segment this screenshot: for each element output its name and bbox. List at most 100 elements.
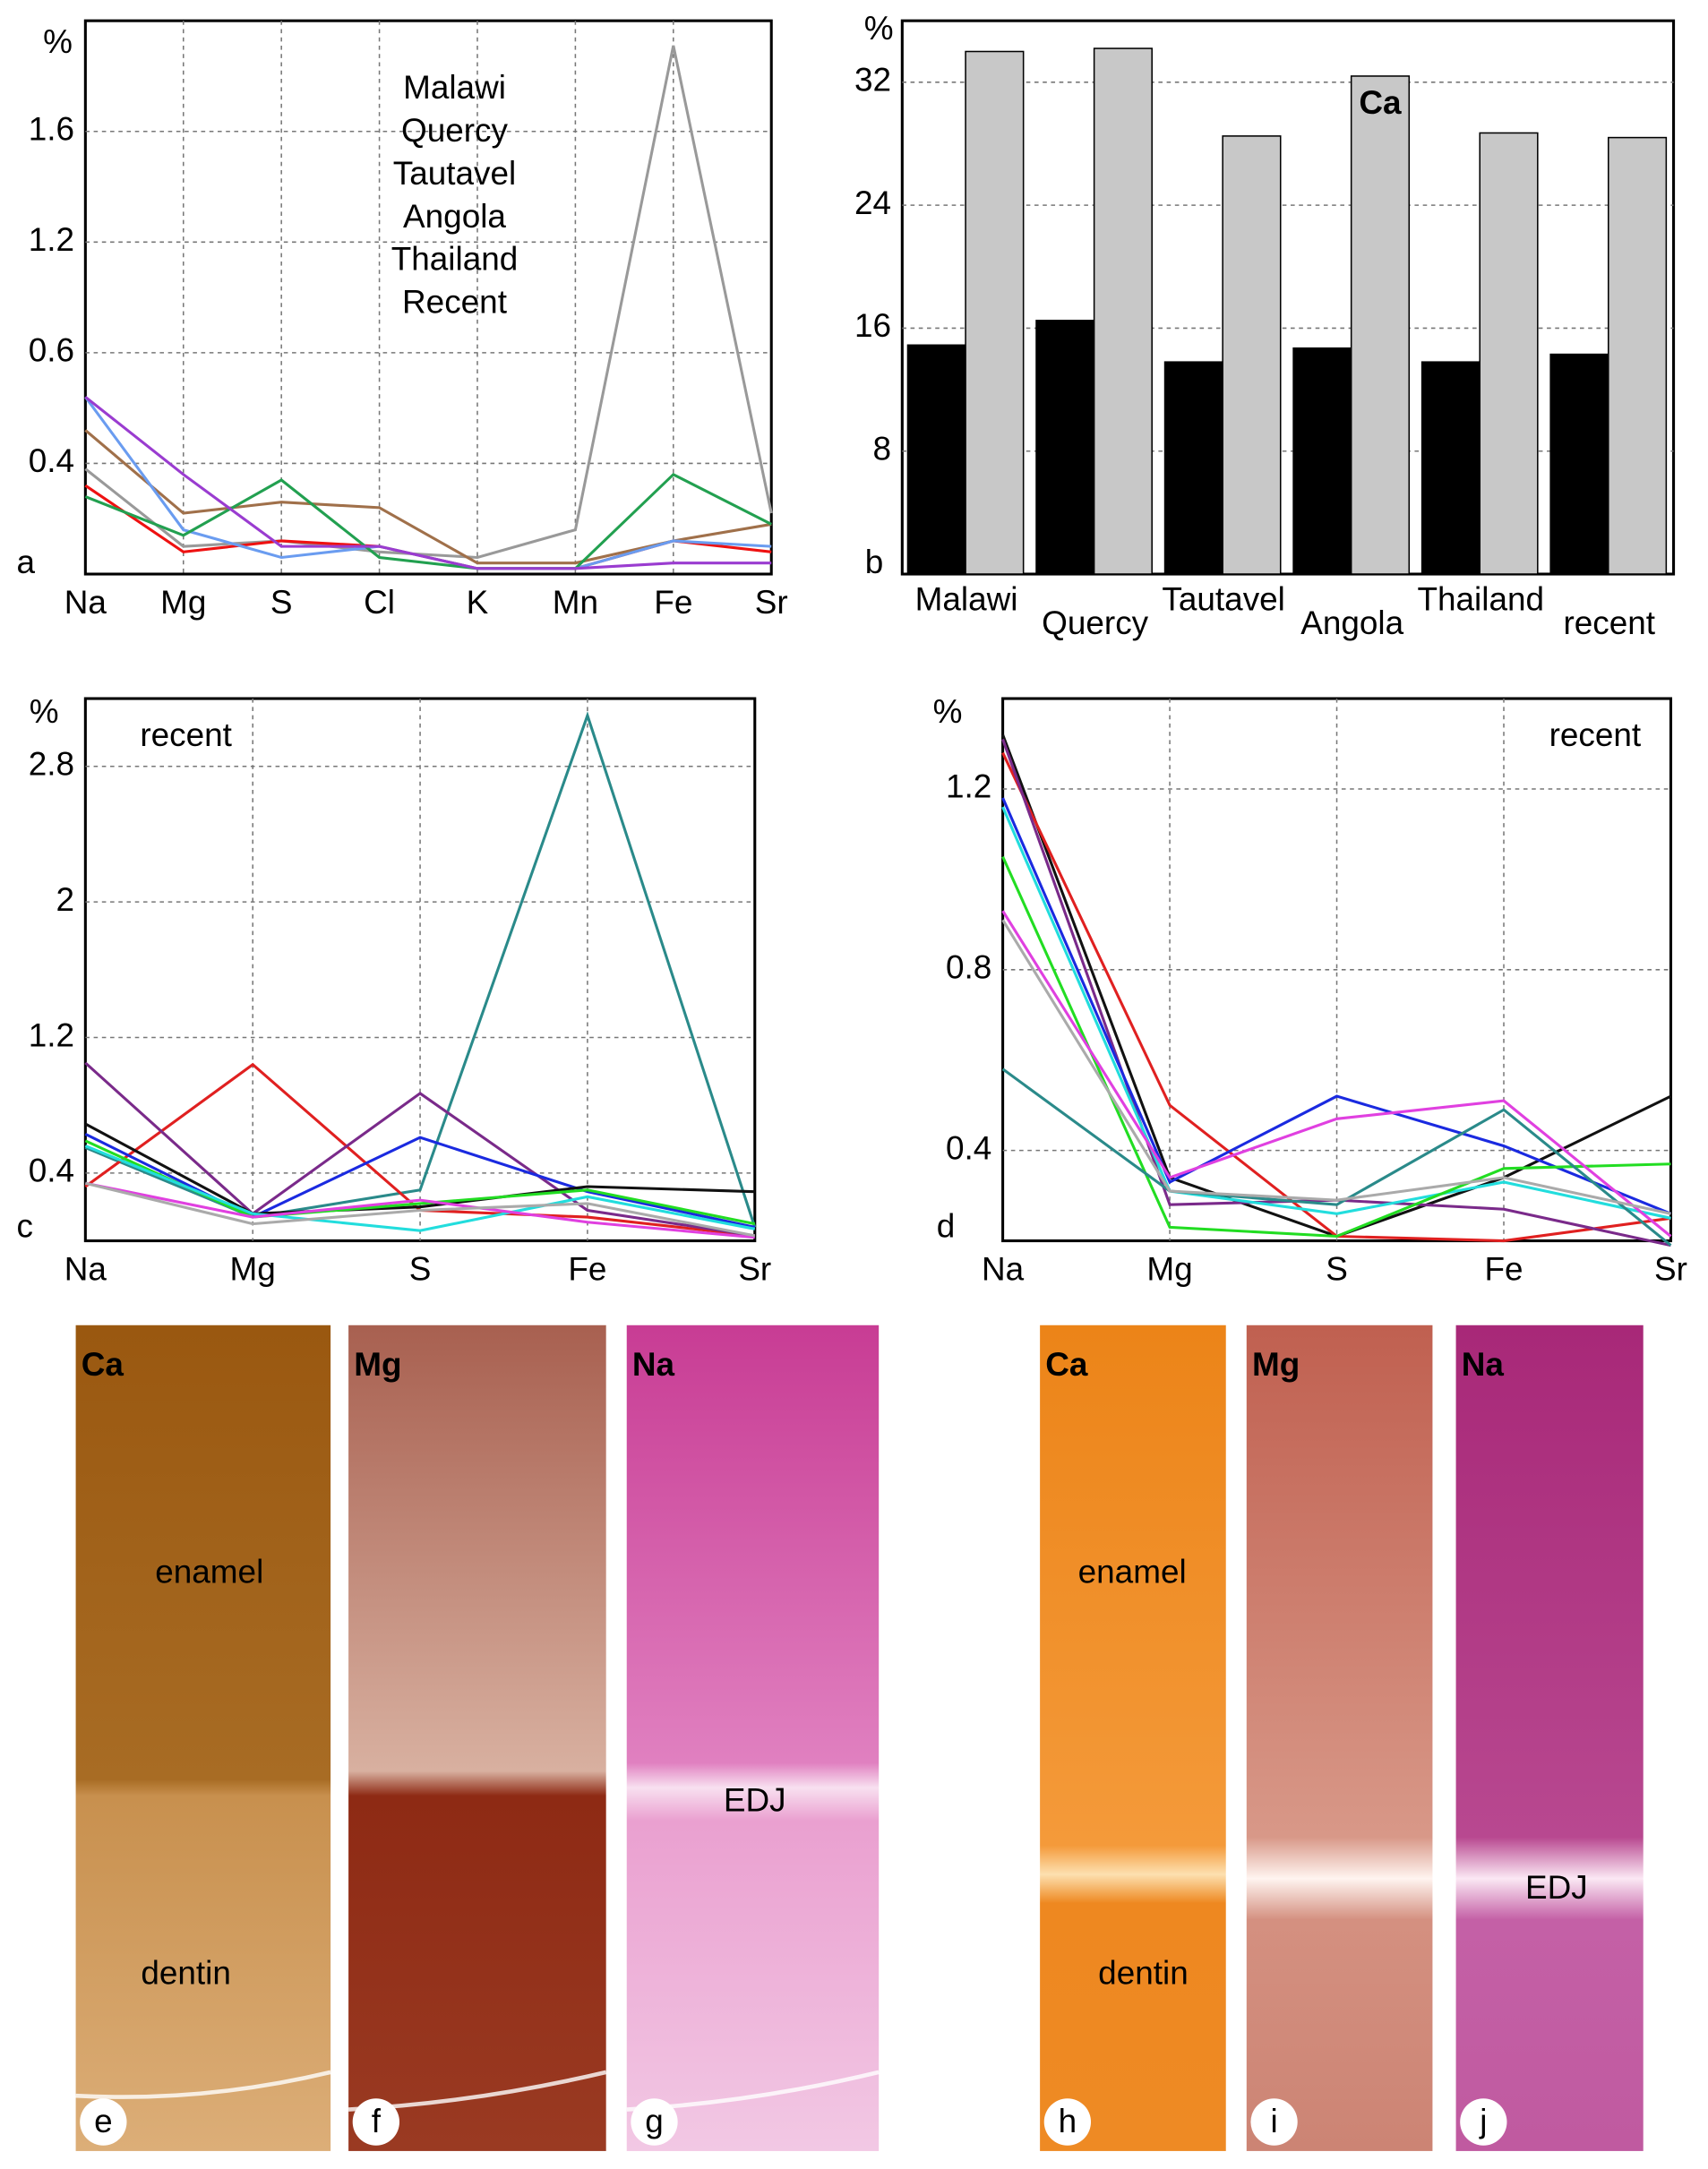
panel-letter: e [94, 2103, 113, 2139]
series-line [84, 1061, 756, 1238]
element-map [75, 1325, 331, 2151]
element-label: Na [632, 1346, 675, 1383]
series-line [84, 711, 757, 1228]
x-tick-label: Mg [1146, 1250, 1192, 1287]
bar [1350, 75, 1411, 575]
bar [1093, 47, 1153, 575]
element-map [1455, 1325, 1644, 2151]
x-tick-label: Tautavel [1162, 581, 1284, 618]
y-tick-label: 0.4 [29, 1153, 74, 1189]
panel-badge [1250, 2098, 1298, 2146]
series-line [84, 472, 772, 570]
y-tick-label: 24 [854, 184, 891, 221]
x-tick-label: S [270, 584, 293, 621]
x-tick-label: Fe [1484, 1250, 1523, 1287]
annotation: recent [140, 716, 232, 753]
annotation: recent [1549, 716, 1642, 753]
y-tick-label: 1.6 [29, 110, 74, 147]
panel-letter: j [1479, 2103, 1487, 2139]
series-line [84, 45, 773, 560]
legend-entry: Angola [403, 198, 506, 235]
panel-letter: g [645, 2103, 664, 2139]
x-tick-label: recent [1563, 604, 1655, 641]
y-tick-label: 2.8 [29, 745, 74, 782]
y-axis-unit: % [933, 693, 963, 730]
region-label: dentin [1098, 1954, 1189, 1991]
element-map [1040, 1325, 1226, 2151]
series-label: P [934, 359, 957, 396]
panel-label: a [16, 544, 35, 580]
panel-badge [80, 2098, 127, 2146]
bar [1607, 136, 1668, 575]
y-tick-label: 2 [56, 881, 75, 918]
region-label: enamel [1078, 1554, 1187, 1590]
x-tick-label: Mg [160, 584, 206, 621]
legend-entry: Quercy [401, 112, 508, 149]
x-tick-label: Fe [568, 1250, 606, 1287]
x-tick-label: S [409, 1250, 432, 1287]
plot-frame [900, 19, 1676, 576]
y-tick-label: 32 [854, 62, 891, 99]
y-tick-label: 1.2 [29, 221, 74, 258]
legend-entry: Recent [402, 284, 507, 321]
element-label: Mg [1252, 1346, 1300, 1383]
element-label: Ca [82, 1346, 124, 1383]
bar [965, 50, 1025, 575]
y-axis-unit: % [864, 10, 894, 47]
region-label: enamel [155, 1554, 263, 1590]
series-line [84, 396, 772, 570]
panel-letter: h [1059, 2103, 1077, 2139]
series-line [84, 1122, 755, 1215]
y-tick-label: 1.2 [946, 768, 991, 805]
x-tick-label: Mg [230, 1250, 276, 1287]
y-axis-unit: % [30, 693, 59, 730]
element-map [626, 1325, 880, 2151]
bar [1035, 320, 1095, 575]
panel-badge [631, 2098, 678, 2146]
element-label: Mg [354, 1346, 401, 1383]
series-line [85, 1181, 755, 1239]
x-tick-label: Na [64, 584, 107, 621]
legend-entry: Malawi [403, 69, 506, 106]
y-tick-label: 0.4 [29, 442, 74, 479]
series-line [84, 1132, 756, 1229]
x-tick-label: Quercy [1042, 604, 1148, 641]
x-tick-label: Sr [738, 1250, 771, 1287]
plot-frame [83, 697, 757, 1243]
legend-entry: Tautavel [393, 155, 516, 192]
y-tick-label: 16 [854, 307, 891, 344]
panel-letter: i [1270, 2103, 1277, 2139]
y-tick-label: 0.4 [946, 1129, 991, 1166]
y-tick-label: 1.2 [29, 1016, 74, 1053]
bar [1479, 132, 1539, 575]
series-line [1001, 919, 1671, 1215]
element-map [1246, 1325, 1433, 2151]
x-tick-label: Mn [553, 584, 598, 621]
x-tick-label: Cl [364, 584, 395, 621]
bar [1222, 135, 1282, 575]
bar [1292, 347, 1352, 575]
region-label: dentin [141, 1954, 231, 1991]
plot-frame [83, 19, 773, 576]
x-tick-label: Sr [755, 584, 788, 621]
series-line [1001, 797, 1672, 1215]
x-tick-label: Sr [1654, 1250, 1687, 1287]
x-tick-label: Thailand [1417, 581, 1544, 618]
y-axis-unit: % [43, 23, 73, 60]
series-line [84, 396, 772, 570]
panel-label: b [865, 544, 884, 580]
series-line [1001, 856, 1671, 1239]
series-line [1001, 1067, 1672, 1247]
x-tick-label: K [467, 584, 489, 621]
series-label: Ca [1359, 84, 1402, 121]
legend-entry: Thailand [391, 241, 519, 278]
bar [906, 344, 966, 575]
x-tick-label: Fe [654, 584, 692, 621]
series-line [84, 1181, 756, 1238]
y-tick-label: 0.6 [29, 332, 74, 369]
y-tick-label: 8 [872, 430, 891, 467]
y-tick-label: 0.8 [946, 949, 991, 986]
panel-badge [1043, 2098, 1092, 2146]
panel-label: c [16, 1207, 32, 1244]
